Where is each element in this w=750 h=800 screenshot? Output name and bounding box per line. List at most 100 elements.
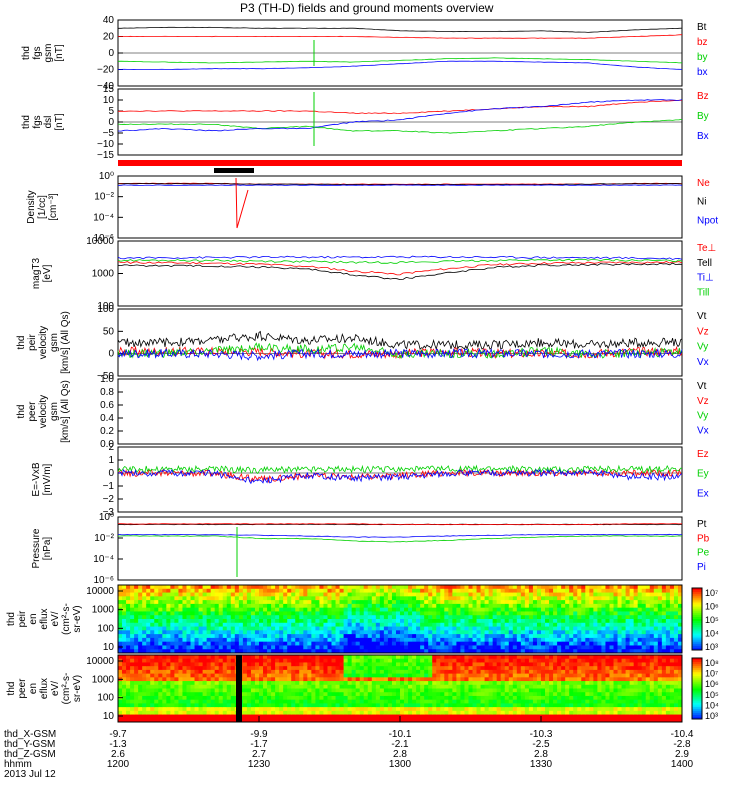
series-line-Pb [117,523,683,526]
y-axis-label: peir [27,333,38,350]
legend-label: Vt [697,311,707,322]
x-tick-label: 2.7 [252,749,266,760]
y-tick-label: 2 [108,442,114,453]
ne-dropout [235,177,249,229]
y-tick-label: 10000 [86,236,114,247]
y-axis-label: velocity [38,326,49,359]
y-tick-label: 1.0 [100,374,114,385]
y-axis-label: eflux [39,678,50,699]
colorbar-tick-label: 10³ [705,711,718,721]
y-axis-label: gsm [43,44,54,63]
series-line-bz [117,34,683,39]
heatmap-cells [118,585,683,654]
y-tick-label: 10000 [86,656,114,667]
x-tick-label: 1300 [389,759,412,770]
legend-label: Ni [697,197,706,208]
series-line-Vy [117,342,683,359]
series-line-Bz [117,99,683,115]
y-tick-label: 10000 [86,586,114,597]
legend-label: Vt [697,381,707,392]
y-axis-label: thd [6,612,17,626]
data-gap-bar [236,655,242,722]
series-line-Tell [117,262,683,281]
x-tick-label: 1230 [248,759,271,770]
colorbar-tick-label: 10⁴ [705,629,719,639]
y-tick-label: 15 [103,84,115,95]
legend-label: Ti⊥ [697,273,714,284]
y-tick-label: −3 [103,507,115,518]
y-axis-label: magT3 [31,258,42,290]
y-tick-label: 0 [108,349,114,360]
legend-label: Vz [697,326,709,337]
y-axis-label: fgs [32,115,43,128]
y-tick-label: 0.0 [100,439,114,450]
x-tick-label: -2.8 [673,739,691,750]
series-line-Te⊥ [117,261,683,276]
y-tick-label: 0 [108,117,114,128]
x-tick-label: -9.9 [250,729,268,740]
panel-frame [117,308,683,377]
y-tick-label: −50 [97,371,114,382]
y-axis-label: en [28,613,39,624]
y-tick-label: 20 [103,32,115,43]
y-axis-label: (cm²-s- [61,673,72,705]
y-tick-label: 100 [97,301,114,312]
colorbar-frame [691,657,703,720]
heatmap-cells [118,655,683,723]
x-row-label: thd_Z-GSM [4,749,56,760]
series-line-Pe [117,535,683,543]
y-tick-label: 0.6 [100,400,114,411]
legend-label: Te⊥ [697,243,716,254]
y-axis-label: thd [6,682,17,696]
y-axis-label: velocity [38,395,49,428]
panel-temperature: 10000 1000 100 Te⊥ Tell Ti⊥ Till magT3 [eV] [31,236,716,312]
y-axis-label: [km/s] (All Qs) [60,311,71,374]
legend-label: Pi [697,562,706,573]
y-tick-label: −1 [103,481,115,492]
y-axis-label: fgs [32,46,43,59]
series-line-Bt [118,26,683,33]
colorbar-tick-label: 10⁷ [705,588,718,598]
panel-peer-velocity: 1.0 0.8 0.6 0.4 0.2 0.0 Vt Vz Vy Vx thd peer velocit… [16,374,709,450]
legend-label: Bx [697,131,709,142]
x-tick-label: 1330 [530,759,553,770]
x-row-label: thd_Y-GSM [4,739,55,750]
legend-label: Ey [697,469,709,480]
panel-peir-eflux: 10⁷ 10⁶ 10⁵ 10⁴ 10³ 10000 1000 100 10 thd peir en ef… [6,584,719,654]
x-tick-label: 2.9 [675,749,689,760]
legend-label: Till [697,287,709,298]
x-tick-label: 1200 [107,759,130,770]
x-tick-label: 2.6 [111,749,125,760]
x-tick-label: -10.1 [389,729,412,740]
legend-label: bz [697,37,708,48]
panel-frame [117,175,683,239]
y-axis-label: sr-eV) [72,605,83,632]
panel-fgs-gsm: 40 20 0 −20 −40 Bt bz by bx thd fgs gsm [nT] [21,15,708,92]
series-line-Bx [117,99,683,132]
x-tick-label: -9.7 [109,729,127,740]
series-line-Pi [117,533,683,538]
x-axis: thd_X-GSM -9.7 -9.9 -10.1 -10.3 -10.4 thd_Y-GS… [4,716,694,780]
y-axis-label: gsm [49,402,60,421]
y-axis-label: sr-eV) [72,675,83,702]
series-line-By [117,119,683,134]
series-line-Vx [117,347,683,362]
legend-label: Pt [697,519,707,530]
y-tick-label: 1000 [92,605,115,616]
y-axis-label: Density [26,190,37,223]
y-tick-label: 0 [108,468,114,479]
legend-label: Vy [697,411,708,422]
legend-label: Ex [697,488,709,499]
y-tick-label: 1 [108,455,114,466]
y-axis-label: [nT] [54,44,65,61]
series-line-Ex [117,468,683,485]
y-tick-label: 10 [103,642,115,653]
y-axis-label: dsl [43,116,54,129]
y-tick-label: 5 [108,106,114,117]
x-tick-label: 2.8 [534,749,548,760]
y-axis-label: en [28,683,39,694]
